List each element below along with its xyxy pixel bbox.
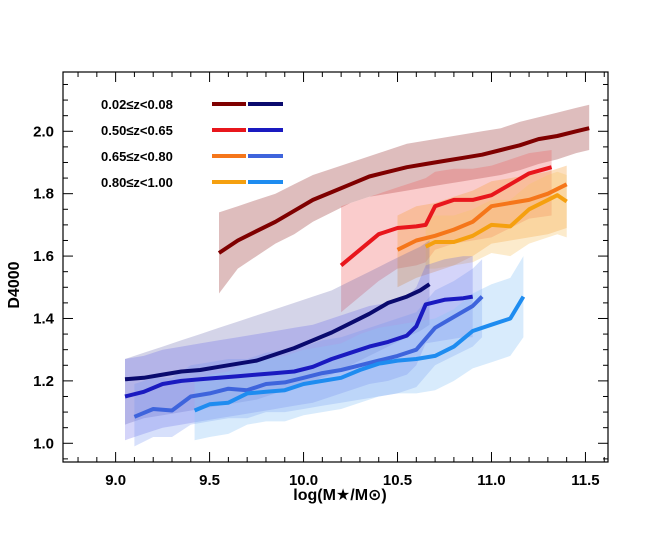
plot-frame — [62, 71, 609, 463]
x-axis-label: log(M★/M⊙) — [293, 487, 387, 504]
y-tick-label: 1.2 — [33, 373, 54, 390]
x-tick-label: 9.0 — [105, 472, 126, 489]
y-tick-label: 2.0 — [33, 123, 54, 140]
median-lines — [124, 126, 590, 419]
y-tick-label: 1.6 — [33, 248, 54, 265]
line-series-0 — [217, 126, 590, 255]
line-series-5 — [124, 294, 474, 399]
line-series-2 — [396, 182, 568, 252]
x-tick-label: 10.5 — [383, 472, 412, 489]
legend-label: 0.65≤z<0.80 — [101, 149, 173, 164]
line-series-7 — [193, 295, 526, 413]
axes: 9.0 9.5 10.0 10.5 11.0 11.5 1.0 1.2 1.4 1.6 1.8 2.0 — [33, 71, 609, 489]
band-series-2 — [397, 165, 567, 288]
y-axis-label: D4000 — [6, 261, 23, 308]
line-series-6 — [133, 295, 484, 419]
line-series-3 — [424, 193, 568, 249]
legend-label: 0.50≤z<0.65 — [101, 123, 173, 138]
legend: 0.02≤z<0.08 0.50≤z<0.65 0.65≤z<0.80 0.80≤z<… — [101, 97, 283, 190]
legend-label: 0.80≤z<1.00 — [101, 175, 173, 190]
band-series-3 — [425, 171, 567, 269]
x-tick-label: 10.0 — [289, 472, 318, 489]
x-tick-label: 11.5 — [571, 472, 599, 489]
x-tick-label: 9.5 — [199, 472, 220, 489]
y-tick-label: 1.4 — [33, 310, 55, 327]
y-tick-label: 1.8 — [33, 186, 54, 203]
x-tick-label: 11.0 — [477, 472, 505, 489]
line-series-1 — [339, 165, 553, 267]
y-tick-label: 1.0 — [33, 435, 54, 452]
band-series-6 — [134, 259, 483, 447]
legend-label: 0.02≤z<0.08 — [101, 97, 173, 112]
line-series-4 — [124, 282, 431, 382]
